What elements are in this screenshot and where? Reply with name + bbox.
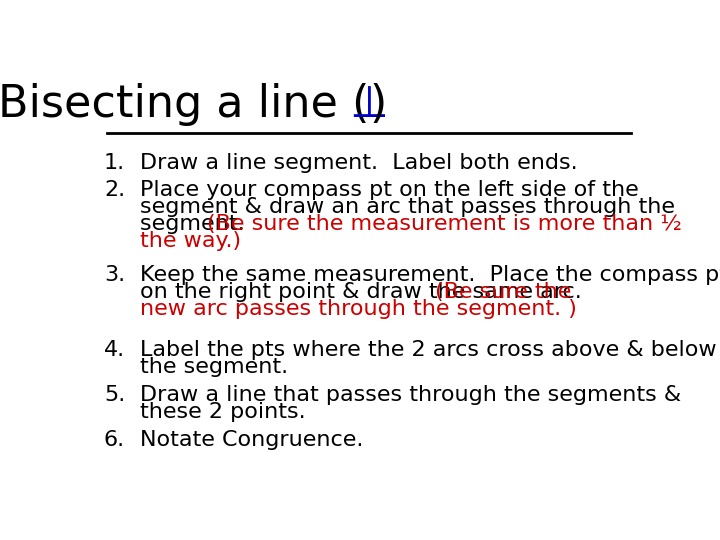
Text: 6.: 6.: [104, 430, 125, 450]
Text: Label the pts where the 2 arcs cross above & below: Label the pts where the 2 arcs cross abo…: [140, 340, 717, 361]
Text: new arc passes through the segment. ): new arc passes through the segment. ): [140, 299, 577, 319]
Text: Draw a line that passes through the segments &: Draw a line that passes through the segm…: [140, 385, 682, 405]
Text: # 2: Bisecting a line (: # 2: Bisecting a line (: [0, 83, 369, 126]
Text: these 2 points.: these 2 points.: [140, 402, 306, 422]
Text: 5.: 5.: [104, 385, 125, 405]
Text: 4.: 4.: [104, 340, 125, 361]
Text: Place your compass pt on the left side of the: Place your compass pt on the left side o…: [140, 180, 639, 200]
Text: segment.: segment.: [140, 214, 252, 234]
Text: (Be sure the measurement is more than ½: (Be sure the measurement is more than ½: [207, 214, 682, 234]
Text: ⊥: ⊥: [350, 83, 388, 126]
Text: segment & draw an arc that passes through the: segment & draw an arc that passes throug…: [140, 197, 675, 217]
Text: Notate Congruence.: Notate Congruence.: [140, 430, 364, 450]
Text: 2.: 2.: [104, 180, 125, 200]
Text: 3.: 3.: [104, 265, 125, 285]
Text: (Be sure the: (Be sure the: [436, 282, 572, 302]
Text: 1.: 1.: [104, 153, 125, 173]
Text: the segment.: the segment.: [140, 357, 289, 377]
Text: Draw a line segment.  Label both ends.: Draw a line segment. Label both ends.: [140, 153, 578, 173]
Text: on the right point & draw the same arc.: on the right point & draw the same arc.: [140, 282, 589, 302]
Text: ): ): [369, 83, 386, 126]
Text: the way.): the way.): [140, 231, 241, 251]
Text: Keep the same measurement.  Place the compass pt: Keep the same measurement. Place the com…: [140, 265, 720, 285]
